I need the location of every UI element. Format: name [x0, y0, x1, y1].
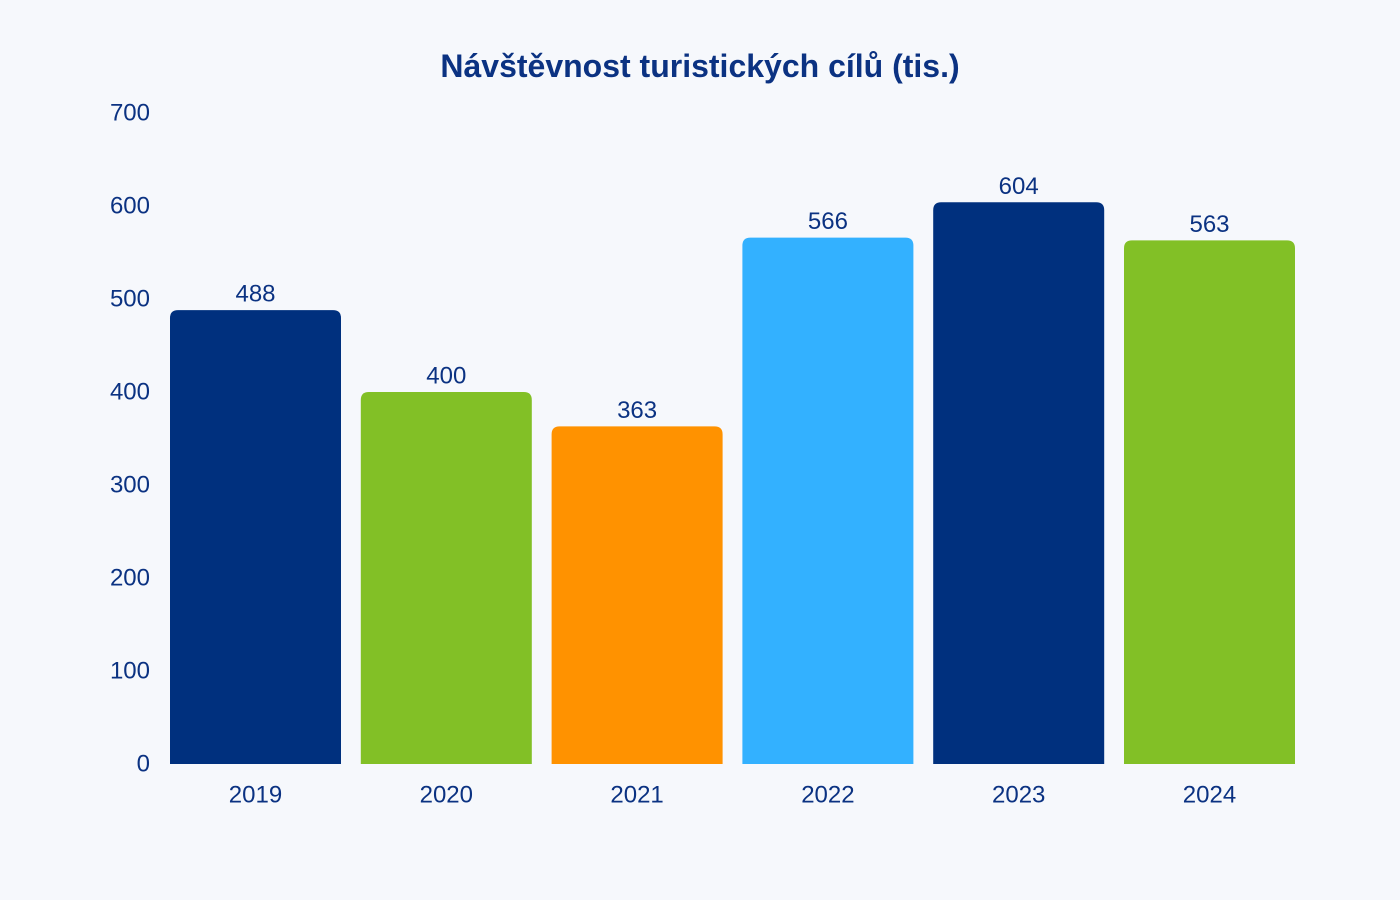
y-tick-label: 0: [137, 751, 150, 778]
y-tick-label: 300: [110, 472, 150, 499]
x-tick-label-2019: 2019: [229, 782, 282, 809]
y-tick-label: 500: [110, 286, 150, 313]
bar-2022: [742, 237, 914, 764]
bar-2019: [170, 310, 341, 764]
data-labels-group: 488 400 363 566 604 563: [235, 173, 1229, 424]
bar-2023: [933, 202, 1105, 764]
y-tick-label: 600: [110, 193, 150, 220]
data-label-2022: 566: [808, 208, 848, 235]
data-label-2021: 363: [617, 397, 657, 424]
x-tick-label-2022: 2022: [801, 782, 854, 809]
y-axis: 0 100 200 300 400 500 600 700: [110, 100, 150, 778]
bar-2024: [1124, 240, 1295, 764]
y-tick-label: 200: [110, 565, 150, 592]
data-label-2023: 604: [999, 173, 1039, 200]
chart-title: Návštěvnost turistických cílů (tis.): [440, 48, 960, 84]
bar-2021: [551, 426, 723, 764]
x-tick-label-2020: 2020: [420, 782, 473, 809]
x-tick-label-2021: 2021: [610, 782, 663, 809]
x-axis: 2019 2020 2021 2022 2023 2024: [229, 782, 1236, 809]
y-tick-label: 700: [110, 100, 150, 127]
bars-group: [170, 202, 1295, 764]
data-label-2024: 563: [1189, 211, 1229, 238]
y-tick-label: 400: [110, 379, 150, 406]
x-tick-label-2023: 2023: [992, 782, 1045, 809]
data-label-2020: 400: [426, 363, 466, 390]
bar-2020: [360, 392, 532, 764]
x-tick-label-2024: 2024: [1183, 782, 1236, 809]
y-tick-label: 100: [110, 658, 150, 685]
data-label-2019: 488: [235, 281, 275, 308]
